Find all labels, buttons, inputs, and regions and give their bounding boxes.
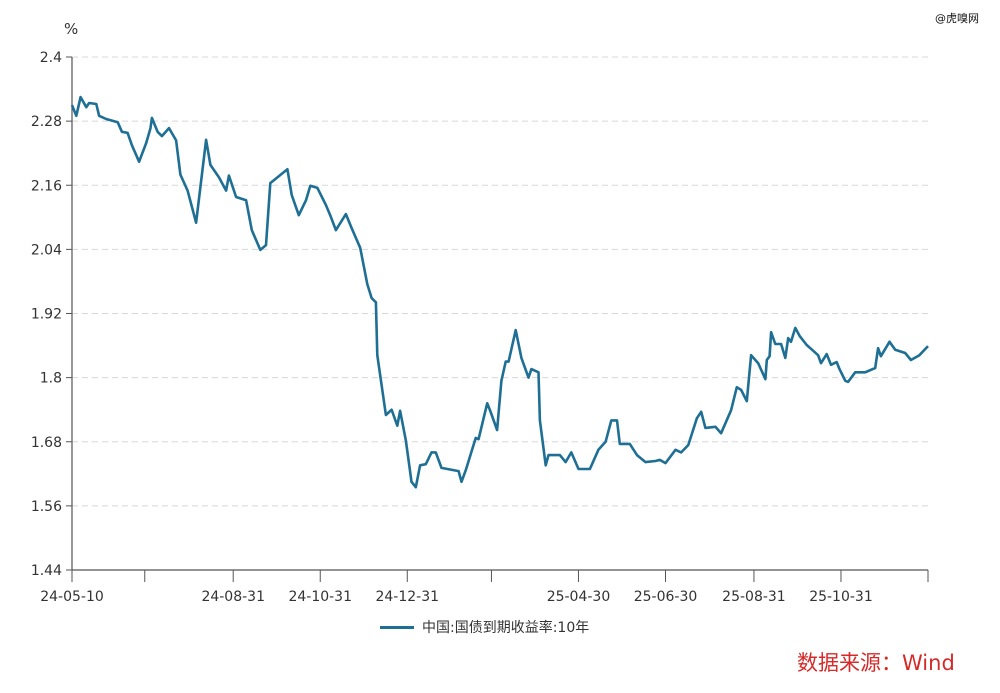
x-tick-label: 25-04-30	[547, 589, 611, 605]
y-tick-label: 1.56	[31, 499, 62, 515]
y-tick-label: 2.04	[31, 242, 62, 258]
series-layer	[70, 95, 929, 489]
y-tick-label: 1.92	[31, 307, 62, 323]
series-line	[70, 95, 929, 489]
y-tick-label: 1.68	[31, 435, 62, 451]
y-tick-label: 2.16	[31, 178, 62, 194]
y-axis: 1.44 1.56 1.68 1.8 1.92 2.04 2.16 2.28 2.4	[31, 50, 73, 579]
y-tick-label: 1.44	[31, 563, 62, 579]
y-tick-label: 2.4	[40, 50, 62, 66]
x-axis: 24-05-10 24-08-31 24-10-31 24-12-31 25-04-30…	[40, 569, 929, 605]
legend-label: 中国:国债到期收益率:10年	[422, 620, 590, 636]
source-note: 数据来源：Wind	[797, 651, 955, 675]
y-axis-unit: %	[64, 20, 78, 38]
legend-swatch	[380, 625, 414, 629]
x-tick-label: 24-12-31	[375, 589, 439, 605]
y-tick-label: 2.28	[31, 114, 62, 130]
x-tick-label: 24-08-31	[201, 589, 265, 605]
x-tick-label: 25-06-30	[634, 589, 698, 605]
x-tick-label: 24-10-31	[288, 589, 352, 605]
x-tick-label: 25-08-31	[722, 589, 786, 605]
y-tick-label: 1.8	[40, 371, 62, 387]
legend[interactable]: 中国:国债到期收益率:10年	[380, 617, 589, 637]
x-tick-label: 24-05-10	[40, 589, 104, 605]
gridlines	[72, 56, 928, 507]
x-tick-label: 25-10-31	[809, 589, 873, 605]
watermark: @虎嗅网	[935, 12, 979, 25]
